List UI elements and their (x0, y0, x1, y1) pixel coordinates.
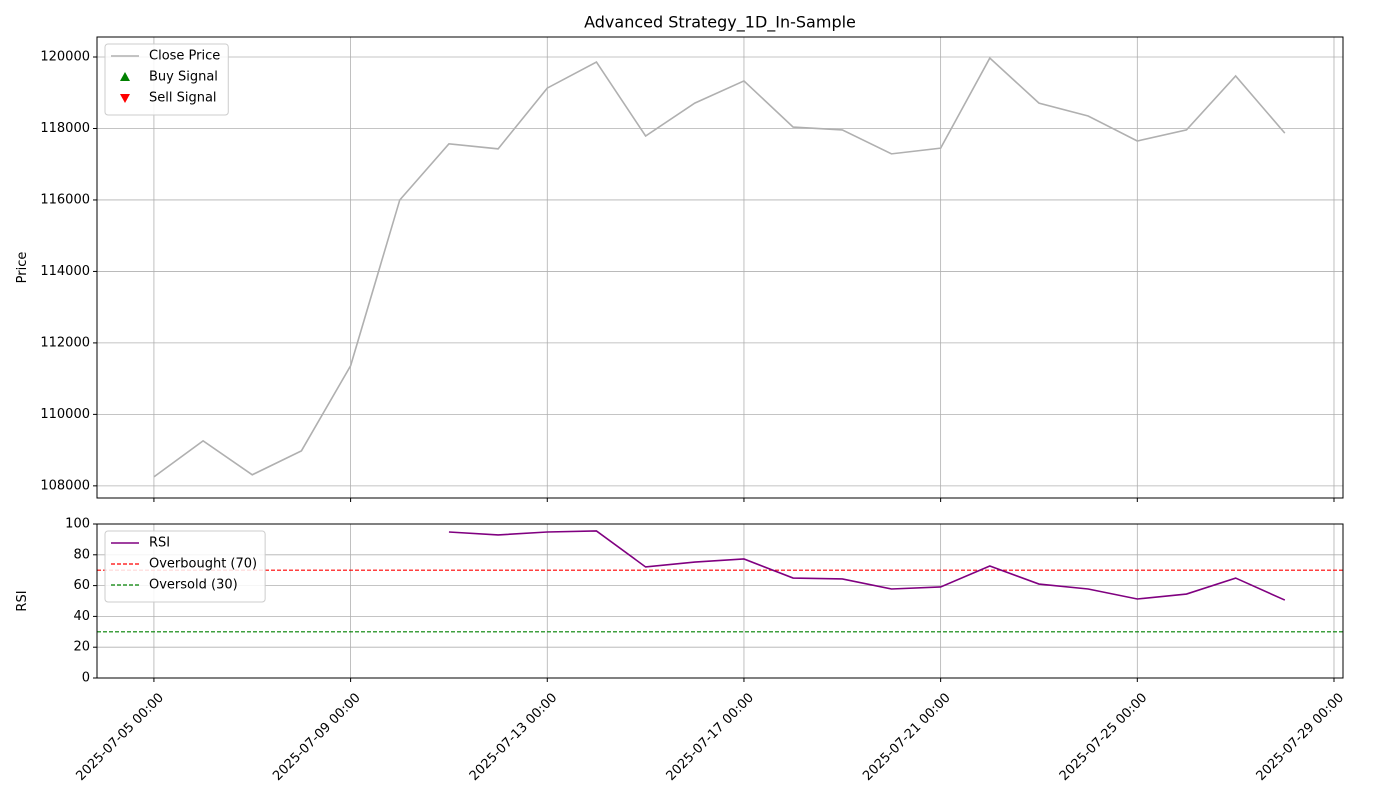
series-line (153, 56, 1286, 478)
x-tick-label: 2025-07-09 00:00 (270, 690, 363, 783)
legend-label: Buy Signal (149, 70, 218, 85)
legend-swatch (120, 72, 130, 81)
y-tick-label: 20 (73, 640, 90, 655)
y-tick-label: 40 (73, 609, 90, 624)
y-axis-label: RSI (15, 590, 30, 611)
y-tick-label: 120000 (40, 50, 90, 65)
y-tick-label: 100 (65, 517, 90, 532)
y-tick-label: 110000 (40, 407, 90, 422)
y-tick-label: 80 (73, 547, 90, 562)
legend: RSI Overbought (70) Oversold (30) (104, 530, 266, 603)
y-tick-label: 116000 (40, 192, 90, 207)
x-tick-label: 2025-07-21 00:00 (860, 690, 953, 783)
legend-label: Close Price (149, 49, 220, 64)
y-tick-label: 108000 (40, 478, 90, 493)
legend-label: Sell Signal (149, 91, 217, 106)
x-tick-label: 2025-07-13 00:00 (467, 690, 560, 783)
legend: Close Price Buy Signal Sell Signal (104, 43, 229, 116)
chart-title: Advanced Strategy_1D_In-Sample (584, 13, 856, 33)
x-tick-label: 2025-07-05 00:00 (74, 690, 167, 783)
axes-frame (96, 36, 1344, 499)
axes-frame (96, 523, 1344, 679)
x-tick-label: 2025-07-25 00:00 (1057, 690, 1150, 783)
y-axis-label: Price (15, 252, 30, 284)
legend-frame (104, 530, 266, 603)
y-tick-label: 112000 (40, 335, 90, 350)
y-tick-label: 114000 (40, 264, 90, 279)
y-tick-label: 0 (82, 671, 90, 686)
legend-label: Oversold (30) (149, 578, 238, 593)
legend-label: RSI (149, 536, 170, 551)
legend-frame (104, 43, 229, 116)
legend-label: Overbought (70) (149, 557, 257, 572)
x-tick-label: 2025-07-29 00:00 (1254, 690, 1347, 783)
y-tick-label: 60 (73, 578, 90, 593)
y-tick-label: 118000 (40, 121, 90, 136)
series-line (448, 530, 1286, 601)
legend-swatch (120, 94, 130, 103)
x-tick-label: 2025-07-17 00:00 (664, 690, 757, 783)
